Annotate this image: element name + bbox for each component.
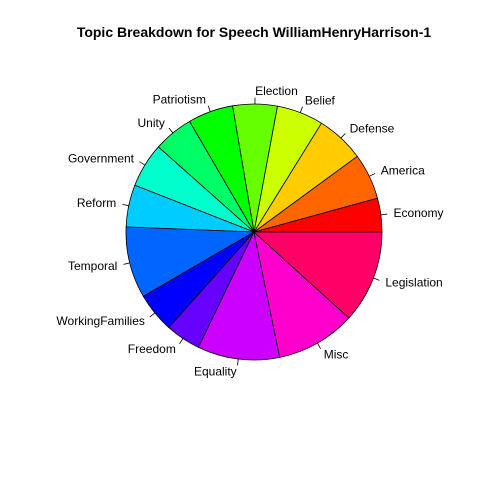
pie-tick-temporal bbox=[123, 262, 130, 265]
pie-tick-america bbox=[369, 173, 376, 177]
pie-label-temporal: Temporal bbox=[68, 259, 117, 273]
pie-label-legislation: Legislation bbox=[385, 276, 442, 290]
pie-tick-reform bbox=[122, 204, 129, 207]
pie-tick-equality bbox=[237, 358, 239, 366]
pie-label-economy: Economy bbox=[394, 206, 444, 220]
pie-tick-misc bbox=[317, 342, 321, 349]
pie-tick-workingfamilies bbox=[149, 312, 156, 318]
pie-label-belief: Belief bbox=[305, 94, 336, 108]
pie-tick-freedom bbox=[179, 338, 184, 345]
pie-tick-defense bbox=[340, 133, 346, 139]
pie-slice-equality bbox=[197, 230, 281, 361]
pie-label-unity: Unity bbox=[137, 116, 164, 130]
pie-tick-economy bbox=[380, 213, 388, 216]
pie-labels: Economy America Defense Belief Election Patri… bbox=[56, 84, 443, 379]
pie-label-america: America bbox=[381, 164, 425, 178]
chart-title: Topic Breakdown for Speech WilliamHenryH… bbox=[77, 24, 432, 40]
pie-label-patriotism: Patriotism bbox=[153, 93, 206, 107]
pie-label-defense: Defense bbox=[350, 122, 395, 136]
pie-label-reform: Reform bbox=[77, 196, 116, 210]
pie-tick-legislation bbox=[373, 277, 380, 281]
pie-label-election: Election bbox=[255, 84, 298, 98]
pie-label-ticks bbox=[122, 97, 388, 366]
pie-tick-belief bbox=[299, 106, 303, 113]
pie-tick-government bbox=[139, 161, 146, 166]
pie-label-freedom: Freedom bbox=[128, 342, 176, 356]
pie-label-workingfamilies: WorkingFamilies bbox=[56, 314, 144, 328]
pie-label-equality: Equality bbox=[194, 365, 237, 379]
pie-slice-misc bbox=[253, 230, 350, 358]
pie-label-government: Government bbox=[68, 151, 135, 165]
pie-tick-patriotism bbox=[207, 105, 211, 112]
pie-label-misc: Misc bbox=[324, 347, 349, 361]
pie-slices bbox=[125, 103, 383, 361]
pie-tick-unity bbox=[168, 127, 174, 134]
